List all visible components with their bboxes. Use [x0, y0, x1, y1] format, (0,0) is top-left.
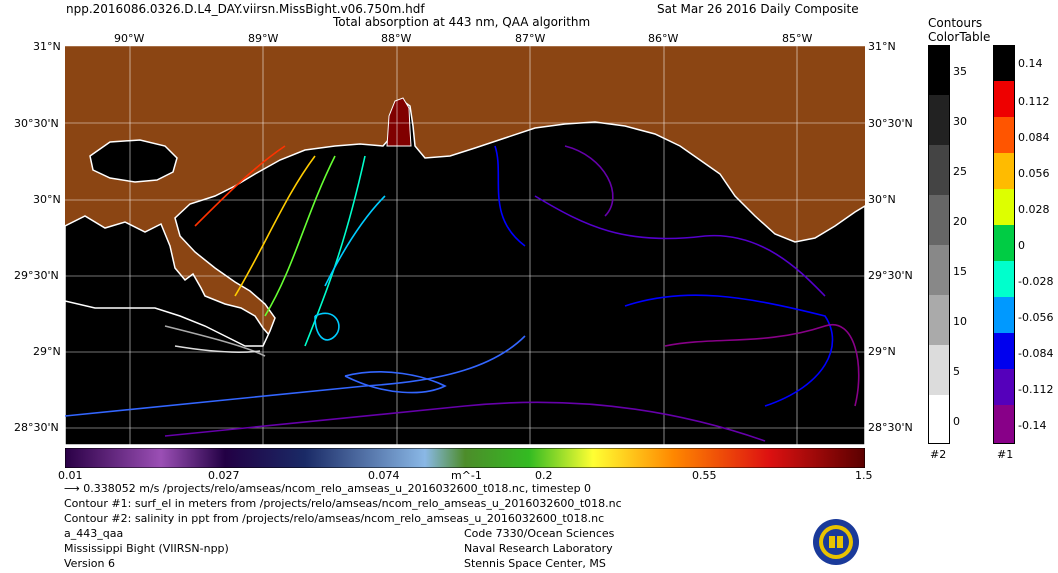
colortable-title: ColorTable: [928, 30, 991, 44]
lat-label-left: 28°30'N: [14, 421, 59, 434]
salinity-tick: 20: [953, 215, 967, 228]
version-label: Version 6: [64, 557, 115, 570]
lon-label: 88°W: [381, 32, 412, 45]
lon-label: 86°W: [648, 32, 679, 45]
salinity-tick: 10: [953, 315, 967, 328]
lat-label-left: 29°N: [33, 345, 61, 358]
product-title: Total absorption at 443 nm, QAA algorith…: [333, 15, 591, 29]
surfel-tick: -0.056: [1018, 311, 1054, 324]
surfel-tick: -0.112: [1018, 383, 1054, 396]
surfel-legend-bar: [993, 45, 1015, 444]
region-label: Mississippi Bight (VIIRSN-npp): [64, 542, 229, 555]
salinity-tick: 15: [953, 265, 967, 278]
map-canvas[interactable]: [65, 46, 865, 445]
colorbar-tick: 0.55: [692, 469, 717, 482]
contours-title: Contours: [928, 16, 983, 30]
lon-label: 90°W: [114, 32, 145, 45]
salinity-tick: 30: [953, 115, 967, 128]
contour2-note: Contour #2: salinity in ppt from /projec…: [64, 512, 605, 525]
credit-line: Code 7330/Ocean Sciences: [464, 527, 615, 540]
lat-label-left: 29°30'N: [14, 269, 59, 282]
surfel-tick: 0.112: [1018, 95, 1050, 108]
mobile-bay: [386, 97, 412, 147]
colorbar-tick: 0.01: [58, 469, 83, 482]
lat-label-right: 29°N: [868, 345, 896, 358]
colorbar-tick: 0.2: [535, 469, 553, 482]
salinity-tick: 5: [953, 365, 960, 378]
surfel-tick: 0.056: [1018, 167, 1050, 180]
credit-line: Naval Research Laboratory: [464, 542, 613, 555]
product-code: a_443_qaa: [64, 527, 124, 540]
lat-label-right: 29°30'N: [868, 269, 913, 282]
surfel-tick: -0.084: [1018, 347, 1054, 360]
vector-arrow-icon: ⟶: [64, 482, 80, 495]
date-label: Sat Mar 26 2016 Daily Composite: [657, 2, 859, 16]
vector-note: ⟶ 0.338052 m/s /projects/relo/amseas/nco…: [64, 482, 591, 495]
salinity-tick: 0: [953, 415, 960, 428]
absorption-colorbar: [65, 448, 865, 468]
lat-label-right: 28°30'N: [868, 421, 913, 434]
lat-label-right: 30°N: [868, 193, 896, 206]
salinity-footer: #2: [930, 448, 947, 461]
lat-label-left: 30°N: [33, 193, 61, 206]
lat-label-left: 30°30'N: [14, 117, 59, 130]
colorbar-tick: 0.074: [368, 469, 400, 482]
colorbar-tick: 1.5: [855, 469, 873, 482]
graticule: [65, 46, 865, 445]
contour1-note: Contour #1: surf_el in meters from /proj…: [64, 497, 622, 510]
colorbar-unit: m^-1: [451, 469, 482, 482]
lat-label-right: 31°N: [868, 40, 896, 53]
contour-lines: [65, 145, 860, 442]
lat-label-left: 31°N: [33, 40, 61, 53]
surfel-tick: 0: [1018, 239, 1025, 252]
surfel-tick: -0.14: [1018, 419, 1047, 432]
surfel-footer: #1: [997, 448, 1014, 461]
colorbar-tick: 0.027: [208, 469, 240, 482]
surfel-tick: 0.084: [1018, 131, 1050, 144]
surfel-tick: -0.028: [1018, 275, 1054, 288]
lon-label: 87°W: [515, 32, 546, 45]
nrl-seal-logo: [813, 519, 859, 565]
lon-label: 89°W: [248, 32, 279, 45]
salinity-tick: 35: [953, 65, 967, 78]
salinity-legend-bar: [928, 45, 950, 444]
surfel-tick: 0.028: [1018, 203, 1050, 216]
credit-line: Stennis Space Center, MS: [464, 557, 606, 570]
file-name: npp.2016086.0326.D.L4_DAY.viirsn.MissBig…: [66, 2, 425, 16]
salinity-tick: 25: [953, 165, 967, 178]
vector-note-text: 0.338052 m/s /projects/relo/amseas/ncom_…: [83, 482, 592, 495]
surfel-tick: 0.14: [1018, 57, 1043, 70]
lat-label-right: 30°30'N: [868, 117, 913, 130]
lon-label: 85°W: [782, 32, 813, 45]
